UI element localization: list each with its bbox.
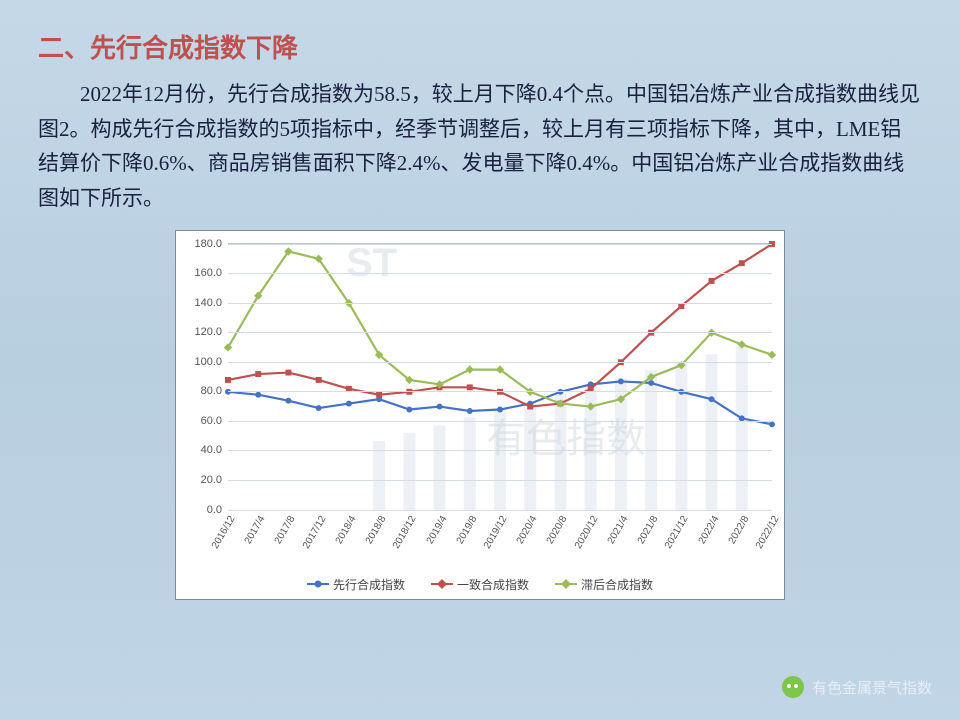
legend-label: 先行合成指数 [333,576,405,593]
legend-item: 滞后合成指数 [555,576,653,593]
y-axis-label: 40.0 [201,444,222,456]
section-heading: 二、先行合成指数下降 [0,0,960,77]
y-axis-label: 120.0 [194,326,222,338]
footer-label: 有色金属景气指数 [812,677,932,698]
x-axis-label: 2019/4 [424,514,449,546]
y-axis-label: 80.0 [201,385,222,397]
section-paragraph: 2022年12月份，先行合成指数为58.5，较上月下降0.4个点。中国铝冶炼产业… [0,77,960,216]
x-axis-label: 2020/4 [515,514,540,546]
footer: 有色金属景气指数 [782,676,932,698]
grid-line [228,303,772,304]
y-axis-label: 60.0 [201,415,222,427]
y-axis-label: 160.0 [194,267,222,279]
x-axis-label: 2019/12 [482,514,510,551]
grid-line [228,510,772,511]
legend-swatch [555,583,577,585]
legend-swatch [307,583,329,585]
legend-swatch [431,583,453,585]
x-axis-label: 2021/12 [663,514,691,551]
x-axis-label: 2021/4 [606,514,631,546]
x-axis-label: 2020/12 [573,514,601,551]
x-axis-label: 2021/8 [636,514,661,546]
legend-label: 滞后合成指数 [581,576,653,593]
chart-legend: 先行合成指数 一致合成指数 滞后合成指数 [176,576,784,593]
x-axis-label: 2022/8 [726,514,751,546]
x-axis-label: 2017/12 [301,514,329,551]
x-axis-label: 2022/4 [696,514,721,546]
chart-plot-area: 0.020.040.060.080.0100.0120.0140.0160.01… [228,243,772,511]
x-axis-label: 2020/8 [545,514,570,546]
x-axis-label: 2017/8 [273,514,298,546]
legend-item: 一致合成指数 [431,576,529,593]
grid-line [228,244,772,245]
legend-item: 先行合成指数 [307,576,405,593]
grid-line [228,362,772,363]
x-axis-label: 2019/8 [454,514,479,546]
x-axis-label: 2018/12 [391,514,419,551]
y-axis-label: 20.0 [201,474,222,486]
grid-line [228,450,772,451]
grid-line [228,332,772,333]
x-axis-label: 2018/4 [334,514,359,546]
composite-index-chart: ST 有色指数 0.020.040.060.080.0100.0120.0140… [175,230,785,600]
chart-svg [228,244,772,510]
x-axis-label: 2018/8 [364,514,389,546]
x-axis-label: 2016/12 [210,514,238,551]
grid-line [228,480,772,481]
grid-line [228,391,772,392]
x-axis-label: 2022/12 [754,514,782,551]
y-axis-label: 0.0 [207,504,222,516]
x-axis-label: 2017/4 [243,514,268,546]
legend-label: 一致合成指数 [457,576,529,593]
wechat-icon [782,676,804,698]
y-axis-label: 140.0 [194,297,222,309]
y-axis-label: 180.0 [194,238,222,250]
grid-line [228,273,772,274]
grid-line [228,421,772,422]
y-axis-label: 100.0 [194,356,222,368]
